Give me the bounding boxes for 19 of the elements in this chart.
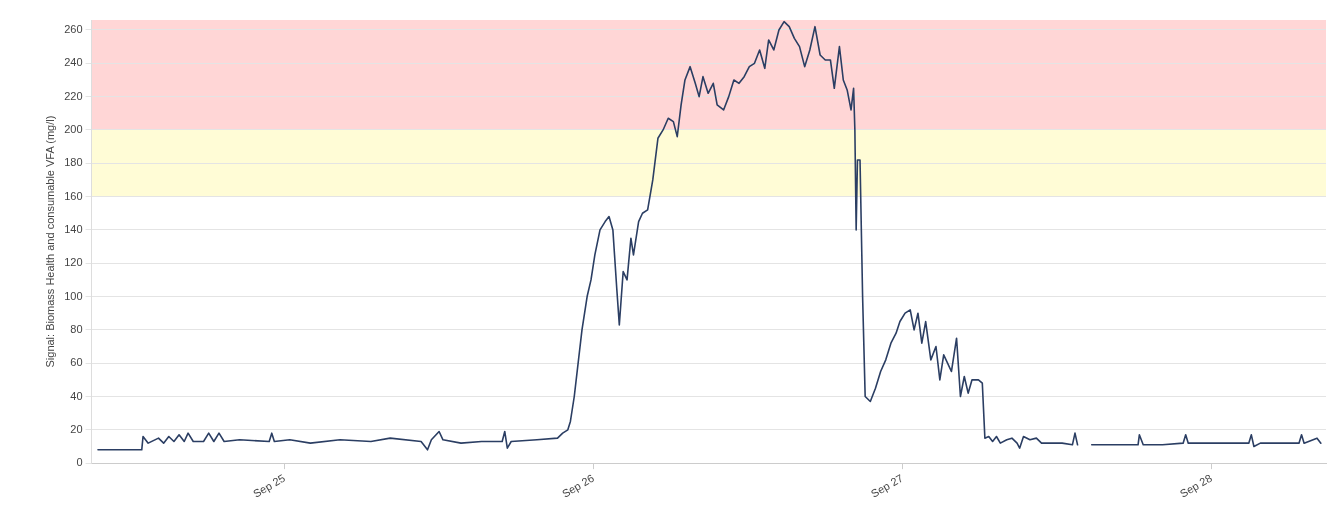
y-tick-label: 20 [70,422,83,435]
y-tick-label: 200 [64,122,83,135]
y-tick-label: 100 [64,289,83,302]
x-tick-label: Sep 25 [250,471,288,500]
y-tick-label: 160 [64,189,83,202]
y-tick-label: 180 [64,156,83,169]
y-axis-title: Signal: Biomass Health and consumable VFA (mg/l) [43,115,56,368]
x-tick-label: Sep 27 [868,471,906,500]
x-tick-label: Sep 26 [559,471,597,500]
y-tick-label: 260 [64,23,83,36]
y-tick-label: 0 [76,456,83,469]
y-tick-label: 220 [64,89,83,102]
y-tick-label: 40 [70,389,83,402]
y-tick-label: 140 [64,222,83,235]
y-tick-label: 240 [64,56,83,69]
y-tick-label: 60 [70,356,83,369]
y-tick-label: 120 [64,256,83,269]
y-tick-label: 80 [70,322,83,335]
x-tick-label: Sep 28 [1177,471,1214,500]
